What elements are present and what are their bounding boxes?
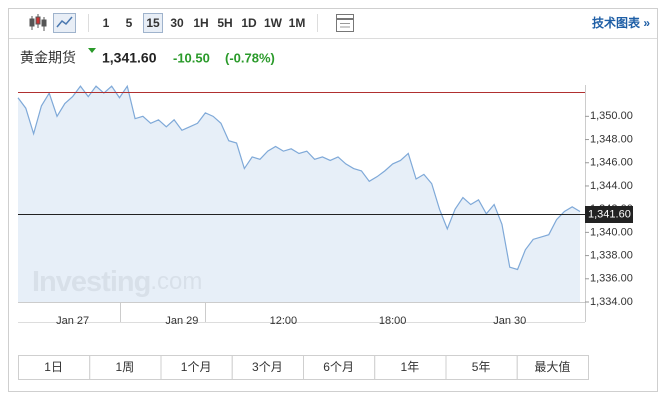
y-tick-label: 1,344.00: [590, 180, 633, 192]
interval-button[interactable]: 5H: [217, 16, 232, 30]
range-button[interactable]: 6个月: [323, 360, 354, 374]
x-tick-label: Jan 27: [56, 315, 89, 327]
table-icon[interactable]: [336, 14, 354, 32]
interval-button[interactable]: 1W: [264, 16, 283, 30]
range-button-box[interactable]: [89, 355, 162, 380]
y-tick-label: 1,334.00: [590, 296, 633, 308]
y-tick-label: 1,338.00: [590, 249, 633, 261]
range-button[interactable]: 1个月: [181, 360, 212, 374]
y-tick-label: 1,340.00: [590, 226, 633, 238]
range-button[interactable]: 1日: [44, 360, 63, 374]
line-icon: [56, 16, 73, 28]
range-button-box[interactable]: [231, 355, 304, 380]
price-tag: [585, 206, 633, 223]
y-tick-label: 1,350.00: [590, 110, 633, 122]
area: [18, 86, 580, 302]
range-button-box[interactable]: [160, 355, 233, 380]
range-button-box[interactable]: [18, 355, 91, 380]
interval-button[interactable]: 1: [103, 16, 110, 30]
interval-button[interactable]: 1H: [193, 16, 208, 30]
price-line: [17, 84, 581, 271]
instrument-name: 黄金期货: [20, 50, 76, 66]
down-arrow: [88, 48, 96, 53]
range-button[interactable]: 5年: [472, 360, 491, 374]
range-button-box[interactable]: [445, 355, 518, 380]
last-price: 1,341.60: [102, 50, 157, 66]
y-tick-label: 1,336.00: [590, 273, 633, 285]
interval-button[interactable]: 15: [146, 16, 160, 30]
range-button-box[interactable]: [374, 355, 447, 380]
price-tag-label: 1,341.60: [588, 208, 631, 220]
interval-button[interactable]: 1M: [289, 16, 306, 30]
y-tick-label: 1,346.00: [590, 157, 633, 169]
tech-chart-link[interactable]: 技术图表 »: [592, 15, 650, 30]
range-button[interactable]: 3个月: [252, 360, 283, 374]
candle-icon[interactable]: [29, 14, 47, 31]
interval-button[interactable]: 1D: [241, 16, 257, 30]
interval-button[interactable]: 30: [170, 16, 184, 30]
range-button[interactable]: 最大值: [534, 359, 570, 374]
range-button[interactable]: 1年: [401, 360, 420, 374]
x-tick-label: Jan 30: [493, 315, 526, 327]
range-button[interactable]: 1周: [116, 360, 135, 374]
range-button-box[interactable]: [303, 355, 376, 380]
change: -10.50: [173, 50, 210, 65]
x-tick-label: 12:00: [270, 315, 298, 327]
range-button-box[interactable]: [516, 355, 589, 380]
change-pct: (-0.78%): [225, 50, 275, 65]
interval-selected[interactable]: [143, 13, 163, 33]
x-tick-label: 18:00: [379, 315, 407, 327]
x-tick-label: Jan 29: [165, 315, 198, 327]
interval-button[interactable]: 5: [126, 16, 133, 30]
y-tick-label: 1,348.00: [590, 133, 633, 145]
